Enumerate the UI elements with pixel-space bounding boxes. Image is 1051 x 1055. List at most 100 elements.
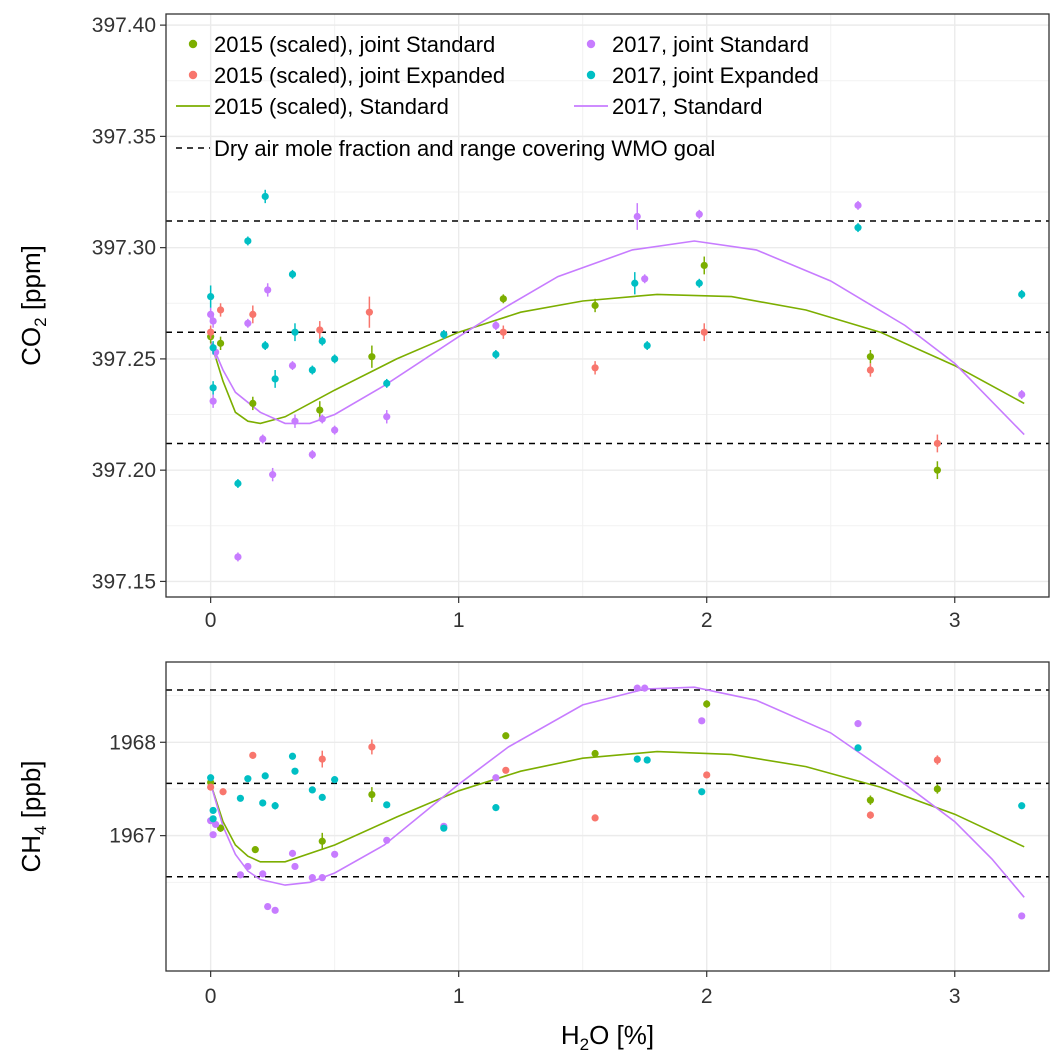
data-point <box>216 824 225 832</box>
legend-item: 2015 (scaled), joint Standard <box>188 32 495 57</box>
data-point <box>261 192 269 201</box>
data-point <box>291 417 299 425</box>
data-point <box>318 874 326 882</box>
data-point <box>216 306 225 314</box>
data-point <box>308 450 316 459</box>
x-axis-label: H2O [%] <box>561 1020 654 1054</box>
data-point <box>249 399 257 408</box>
data-point <box>703 771 711 779</box>
data-point <box>933 439 941 448</box>
legend-item: 2015 (scaled), joint Expanded <box>188 63 505 88</box>
data-point <box>209 815 217 823</box>
data-point <box>318 837 326 845</box>
data-point <box>259 870 267 878</box>
data-point <box>502 766 510 774</box>
data-point <box>866 366 875 374</box>
data-point <box>251 846 259 854</box>
data-point <box>591 749 599 758</box>
data-point <box>234 553 242 561</box>
y-tick-label: 397.35 <box>92 125 156 148</box>
data-point <box>291 862 299 871</box>
axis-labels: CO2 [ppm] CH4 [ppb] H2O [%] <box>16 245 654 1054</box>
data-point <box>271 375 279 383</box>
data-point <box>264 286 272 294</box>
data-point <box>633 684 641 692</box>
data-point <box>866 796 875 804</box>
data-point <box>244 862 252 871</box>
x-tick-label: 1 <box>453 609 465 632</box>
data-point <box>244 319 252 327</box>
fit-line <box>209 750 1025 863</box>
data-point <box>643 756 651 764</box>
data-point <box>288 361 297 370</box>
data-point <box>698 788 706 796</box>
data-point <box>259 435 267 443</box>
data-point <box>219 788 227 796</box>
x-tick-label: 3 <box>949 985 961 1008</box>
data-point <box>316 326 324 334</box>
y-tick-label: 397.20 <box>92 459 156 482</box>
data-point <box>207 774 215 782</box>
data-point <box>695 279 703 287</box>
legend-item: 2017, Standard <box>574 94 762 119</box>
data-point <box>641 684 649 692</box>
data-point <box>209 831 217 839</box>
data-point <box>633 755 641 763</box>
data-point <box>368 743 376 751</box>
data-point <box>244 237 252 245</box>
data-point <box>209 344 217 352</box>
data-point <box>207 292 215 301</box>
fit-line <box>209 293 1025 425</box>
data-point <box>866 811 875 819</box>
y-tick-label: 1967 <box>109 825 156 848</box>
legend-item: 2017, joint Standard <box>586 32 809 57</box>
data-point <box>1018 912 1026 920</box>
legend-point-key <box>586 70 596 80</box>
data-point <box>316 406 324 414</box>
data-point <box>641 275 649 283</box>
y-tick-label: 397.15 <box>92 570 156 593</box>
data-point <box>244 775 252 783</box>
data-point <box>440 824 448 832</box>
data-point <box>318 755 326 763</box>
data-point <box>209 317 217 325</box>
data-point <box>261 341 269 350</box>
legend-label: 2015 (scaled), joint Standard <box>214 32 495 57</box>
data-point <box>854 720 862 728</box>
fit-line <box>209 686 1025 898</box>
plot-area <box>166 189 1049 562</box>
data-point <box>502 732 510 740</box>
x-tick-label: 3 <box>949 609 961 632</box>
data-point <box>209 397 217 405</box>
data-point <box>695 210 703 218</box>
data-point <box>492 774 500 782</box>
y-tick-label: 397.40 <box>92 14 156 37</box>
data-point <box>331 426 339 434</box>
data-point <box>492 350 500 359</box>
data-point <box>492 321 500 330</box>
data-point <box>269 471 277 479</box>
legend-label: 2017, joint Expanded <box>612 63 819 88</box>
data-point <box>288 752 297 760</box>
y-tick-label: 1968 <box>109 731 156 754</box>
data-point <box>271 802 279 810</box>
data-point <box>591 301 599 310</box>
y-axis-label: CO2 [ppm] <box>16 245 50 366</box>
data-point <box>291 767 299 775</box>
plot-area <box>166 684 1049 920</box>
panel-border <box>165 661 1050 972</box>
data-point <box>499 295 507 303</box>
x-tick-label: 1 <box>453 985 465 1008</box>
data-point <box>236 871 245 879</box>
data-point <box>499 328 507 336</box>
data-point <box>698 717 706 725</box>
legend: 2015 (scaled), joint Standard 2017, joint… <box>176 32 819 161</box>
data-point <box>854 201 862 209</box>
data-point <box>1018 390 1026 399</box>
co2-panel: 397.15 397.20 397.25 397.30 397.35 397.40 0 1 2 3 <box>92 13 1050 632</box>
fit-line <box>209 240 1025 436</box>
data-point <box>261 772 269 780</box>
data-point <box>207 328 215 336</box>
legend-point-key <box>188 70 198 80</box>
data-point <box>259 799 267 807</box>
